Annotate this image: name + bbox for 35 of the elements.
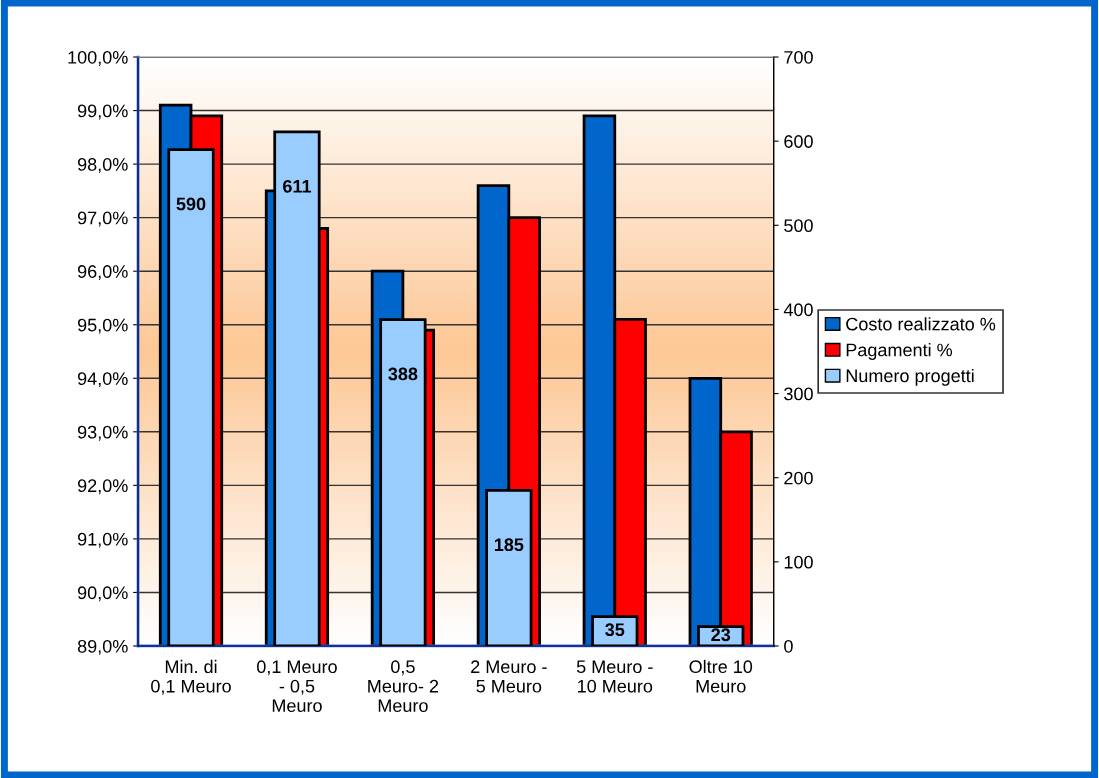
data-label: 35 (605, 623, 625, 637)
y-tick-label: 89,0% (77, 639, 128, 655)
y2-tick-label: 100 (784, 555, 813, 569)
y-tick-label: 96,0% (77, 265, 128, 281)
y-tick-label: 93,0% (77, 425, 128, 441)
y2-tick-label: 300 (784, 387, 813, 401)
x-tick-label: Min. di 0,1 Meuro (151, 659, 231, 695)
data-label: 185 (494, 538, 524, 552)
y-tick-label: 91,0% (77, 532, 128, 548)
y-tick-label: 94,0% (77, 372, 128, 388)
x-tick-label: 2 Meuro - 5 Meuro (471, 660, 547, 693)
data-label: 611 (283, 179, 312, 193)
x-tick-label: 0,1 Meuro - 0,5 Meuro (257, 660, 337, 713)
legend-label: Pagamenti % (846, 343, 953, 360)
y-tick-label: 98,0% (77, 158, 128, 173)
data-label: 23 (711, 628, 731, 642)
y-tick-label: 99,0% (77, 104, 128, 120)
y2-tick-label: 400 (783, 303, 813, 317)
y2-tick-label: 700 (784, 50, 813, 64)
x-tick-label: 5 Meuro - 10 Meuro (576, 660, 653, 693)
legend-label: Numero progetti (846, 368, 974, 386)
y-tick-label: 92,0% (77, 479, 128, 495)
y-tick-label: 100,0% (68, 50, 128, 66)
x-tick-label: 0,5 Meuro- 2 Meuro (368, 660, 439, 713)
y2-tick-label: 600 (784, 135, 813, 148)
y2-tick-label: 500 (784, 219, 813, 233)
y2-tick-label: 0 (784, 639, 793, 653)
y-tick-label: 97,0% (77, 211, 128, 227)
data-label: 590 (176, 197, 206, 211)
data-label: 388 (388, 367, 418, 381)
y2-tick-label: 200 (784, 471, 813, 485)
legend-label: Costo realizzato % (846, 317, 996, 331)
x-tick-label: Oltre 10 Meuro (689, 659, 753, 693)
y-tick-label: 90,0% (77, 586, 128, 602)
y-tick-label: 95,0% (77, 318, 128, 334)
